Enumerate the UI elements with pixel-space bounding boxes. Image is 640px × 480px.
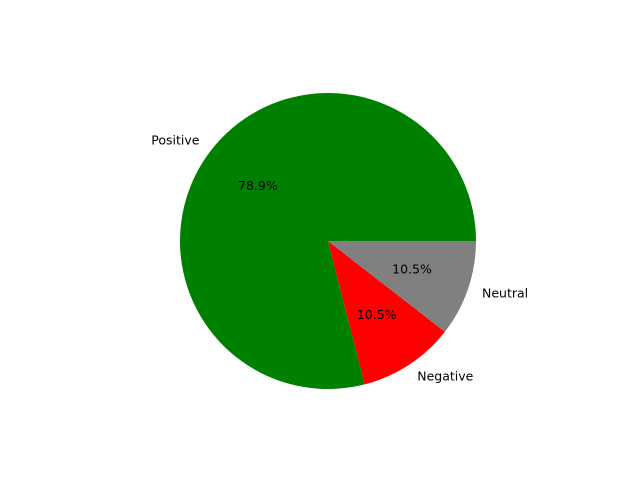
percent-label-positive: 78.9%: [238, 178, 278, 193]
percent-label-negative: 10.5%: [357, 307, 397, 322]
pie-slices: [179, 93, 476, 390]
slice-label-negative: Negative: [417, 369, 473, 384]
slice-label-positive: Positive: [151, 133, 199, 148]
pie-slice-positive: [179, 93, 476, 390]
pie-slice-neutral: [328, 241, 476, 332]
slice-label-neutral: Neutral: [482, 285, 528, 300]
pie-slice-negative: [328, 241, 445, 385]
pie-labels: Positive 78.9% Negative 10.5% Neutral 10.5%: [151, 133, 528, 384]
percent-label-neutral: 10.5%: [392, 261, 432, 276]
